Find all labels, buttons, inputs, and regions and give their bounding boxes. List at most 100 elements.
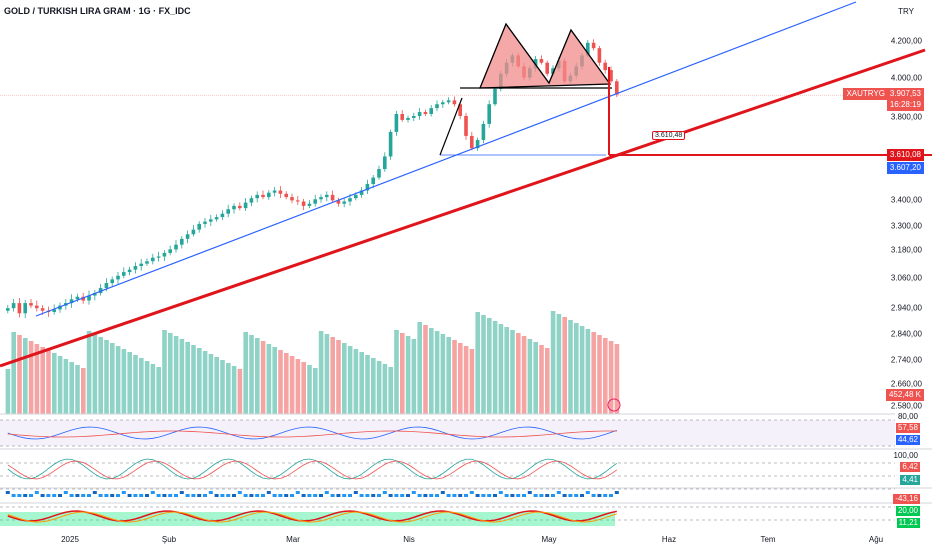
macd-bar [400, 494, 405, 497]
macd-bar [272, 494, 277, 497]
bottom-b-tag: 11,21 [896, 518, 920, 528]
volume-bar [295, 359, 301, 414]
candle [75, 296, 80, 300]
candle [319, 197, 323, 200]
candle [162, 252, 167, 257]
candle [475, 140, 480, 149]
volume-bar [98, 337, 103, 414]
volume-bar [57, 356, 63, 414]
volume-bar [382, 364, 388, 414]
macd-bar [301, 494, 306, 497]
volume-bar [359, 352, 364, 414]
candle [220, 213, 225, 218]
macd-bar [562, 494, 567, 497]
volume-bar [330, 337, 335, 414]
volume-bar [347, 346, 353, 414]
volume-bar [81, 368, 86, 414]
volume-bar [34, 344, 40, 414]
volume-bar [376, 361, 382, 414]
candle [249, 198, 254, 203]
volume-bar [150, 364, 156, 414]
macd-bar [116, 494, 120, 497]
macd-bar [185, 494, 190, 497]
macd-bar [23, 494, 28, 497]
candle [313, 199, 317, 204]
volume-bar [365, 355, 370, 414]
y-tick-label: 3.800,00 [890, 112, 922, 122]
macd-bar [87, 494, 91, 497]
candle [40, 308, 45, 311]
x-tick-label: Ağu [868, 535, 884, 544]
macd-bar [17, 494, 22, 497]
candle [156, 256, 161, 258]
candle [133, 266, 138, 270]
candle [400, 113, 404, 120]
candle [278, 190, 283, 194]
macd-bar [458, 494, 463, 497]
y-tick-label: 2.740,00 [890, 355, 922, 365]
candle [168, 249, 172, 253]
candle [551, 68, 555, 74]
volume-bar [324, 334, 330, 414]
macd-bar [208, 491, 213, 494]
volume-bar [423, 325, 428, 414]
candle [139, 263, 143, 267]
volume-bar [452, 340, 457, 414]
candle [603, 62, 607, 71]
candle [493, 88, 497, 105]
macd-bar [527, 491, 532, 494]
macd-bar [104, 494, 109, 497]
volume-bar [533, 342, 538, 414]
macd-bar [452, 494, 457, 497]
macd-bar [220, 494, 225, 497]
macd-bar [510, 494, 515, 497]
volume-bar [458, 343, 463, 414]
macd-bar [365, 494, 370, 497]
volume-bars [5, 311, 620, 414]
volume-bar [405, 336, 411, 414]
target-b-tag: 3.607,20 [886, 162, 924, 174]
macd-bar [69, 494, 74, 497]
volume-bar [394, 330, 399, 414]
macd-bar [162, 494, 167, 497]
macd-bar [603, 494, 608, 497]
volume-bar [545, 348, 550, 414]
x-tick-label: Nis [403, 535, 415, 544]
price-annotation: 3.610,48 [652, 131, 686, 140]
volume-bar [510, 330, 515, 414]
lightning-icon [607, 398, 621, 412]
macd-bar [191, 494, 196, 497]
candle [226, 209, 230, 214]
volume-bar [539, 345, 544, 414]
volume-bar [388, 367, 393, 414]
volume-bar [434, 331, 440, 414]
candle [359, 190, 364, 195]
volume-bar [214, 357, 219, 414]
macd-bar [388, 494, 393, 497]
macd-bar [336, 494, 341, 497]
macd-bar [342, 494, 347, 497]
volume-bar [52, 353, 57, 414]
volume-bar [585, 329, 591, 414]
volume-bar [429, 328, 434, 414]
candle [423, 112, 428, 114]
candle [17, 303, 22, 314]
macd-bar [411, 491, 416, 494]
candle [197, 223, 201, 230]
volume-bar [284, 353, 289, 414]
macd-bar [533, 494, 538, 497]
candle [441, 102, 445, 105]
candle [464, 115, 468, 136]
macd-bar [319, 494, 323, 497]
volume-bar [11, 332, 16, 414]
macd-bar [307, 494, 312, 497]
rsi-a-tag: 57,58 [895, 423, 920, 433]
macd-bar [127, 494, 132, 497]
candle [35, 305, 39, 309]
volume-bar [353, 349, 359, 414]
trend-lines [0, 1, 932, 368]
candle [272, 190, 277, 193]
volume-bar [63, 359, 69, 414]
currency-label: TRY [898, 7, 914, 16]
